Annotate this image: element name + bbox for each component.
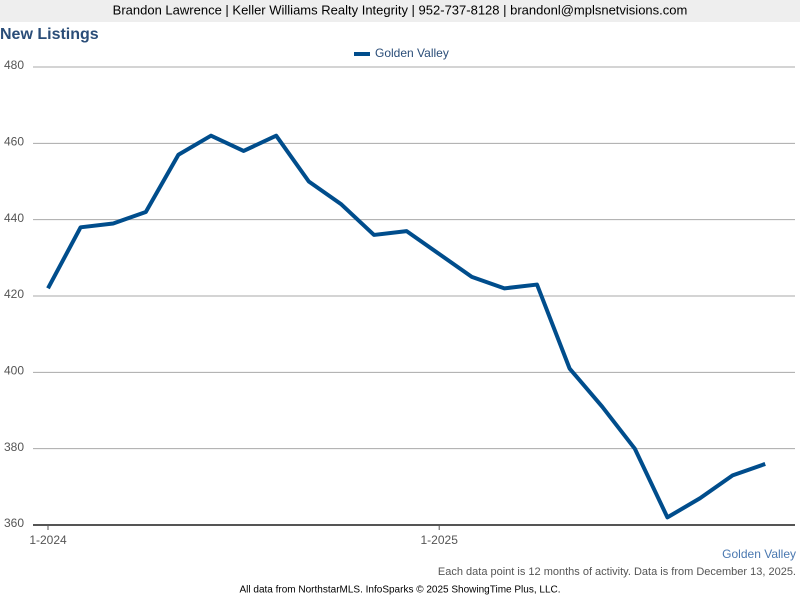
legend-label: Golden Valley xyxy=(375,46,449,60)
y-tick-label: 480 xyxy=(4,58,24,72)
y-tick-label: 440 xyxy=(4,211,24,225)
x-tick-label: 1-2024 xyxy=(29,533,67,547)
x-tick-label: 1-2025 xyxy=(421,533,459,547)
header-text: Brandon Lawrence | Keller Williams Realt… xyxy=(113,2,688,17)
y-tick-label: 420 xyxy=(4,287,24,301)
y-tick-label: 360 xyxy=(4,516,24,530)
source: All data from NorthstarMLS. InfoSparks ©… xyxy=(239,585,560,596)
line-series xyxy=(46,133,766,520)
header-bar xyxy=(0,0,800,22)
y-tick-label: 400 xyxy=(4,364,24,378)
chart-title: New Listings xyxy=(0,26,99,43)
area-label: Golden Valley xyxy=(722,547,796,561)
footnote: Each data point is 12 months of activity… xyxy=(438,566,796,578)
y-tick-label: 380 xyxy=(4,440,24,454)
y-tick-label: 460 xyxy=(4,135,24,149)
